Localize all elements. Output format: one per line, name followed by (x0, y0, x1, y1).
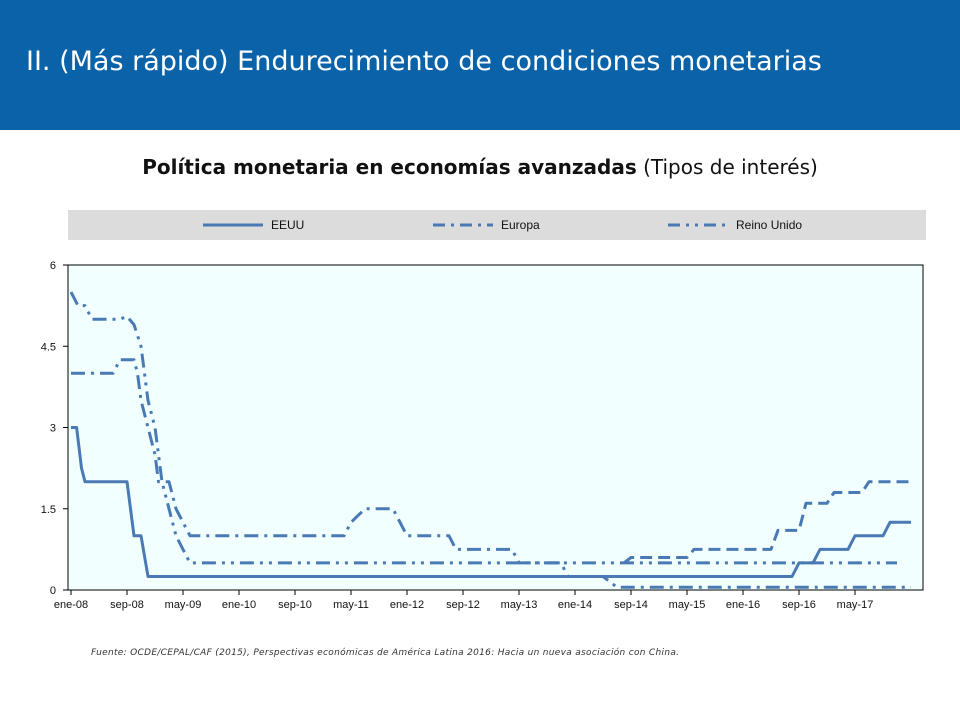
y-tick-label: 6 (50, 260, 56, 272)
x-tick-label: ene-16 (726, 599, 760, 611)
legend-swatch-solid (203, 223, 263, 227)
x-tick-label: sep-08 (110, 599, 144, 611)
x-tick-label: ene-14 (558, 599, 592, 611)
series-line-europa (71, 358, 911, 589)
legend-label-europa: Europa (501, 218, 540, 232)
x-tick-label: sep-16 (782, 599, 816, 611)
series-line-reino-unido (69, 291, 897, 565)
x-tick-label: may-15 (669, 599, 706, 611)
x-tick-label: may-13 (501, 599, 538, 611)
chart-subtitle: Política monetaria en economías avanzada… (0, 155, 960, 179)
legend-item-reino-unido: Reino Unido (668, 210, 802, 240)
y-tick-label: 1.5 (41, 504, 56, 516)
x-tick-label: sep-14 (614, 599, 648, 611)
series-line-eeuu (71, 426, 911, 578)
plot-area (67, 264, 924, 591)
chart-subtitle-bold: Política monetaria en economías avanzada… (142, 155, 637, 179)
chart-legend: EEUU Europa Reino Unido (68, 210, 926, 240)
y-tick-label: 0 (50, 585, 56, 597)
x-tick-label: may-11 (333, 599, 369, 611)
x-tick-label: may-09 (165, 599, 202, 611)
source-note: Fuente: OCDE/CEPAL/CAF (2015), Perspecti… (91, 648, 680, 658)
x-tick-label: ene-10 (222, 599, 256, 611)
legend-item-europa: Europa (433, 210, 540, 240)
y-tick-label: 3 (50, 423, 56, 435)
x-tick-label: ene-08 (54, 599, 88, 611)
header-bar: II. (Más rápido) Endurecimiento de condi… (0, 0, 960, 130)
legend-label-eeuu: EEUU (271, 218, 305, 232)
page-title: II. (Más rápido) Endurecimiento de condi… (26, 46, 822, 77)
x-tick-label: sep-10 (278, 599, 312, 611)
chart-subtitle-normal: (Tipos de interés) (636, 155, 818, 179)
legend-item-eeuu: EEUU (203, 210, 304, 240)
series-line-unlabeled-3 (623, 480, 911, 565)
legend-swatch-dashdot (433, 223, 493, 227)
x-tick-label: sep-12 (446, 599, 480, 611)
legend-swatch-dashdotdot (668, 223, 728, 227)
y-tick-label: 4.5 (41, 341, 56, 353)
x-tick-label: ene-12 (390, 599, 424, 611)
legend-label-reino-unido: Reino Unido (736, 218, 803, 232)
x-tick-label: may-17 (837, 599, 874, 611)
